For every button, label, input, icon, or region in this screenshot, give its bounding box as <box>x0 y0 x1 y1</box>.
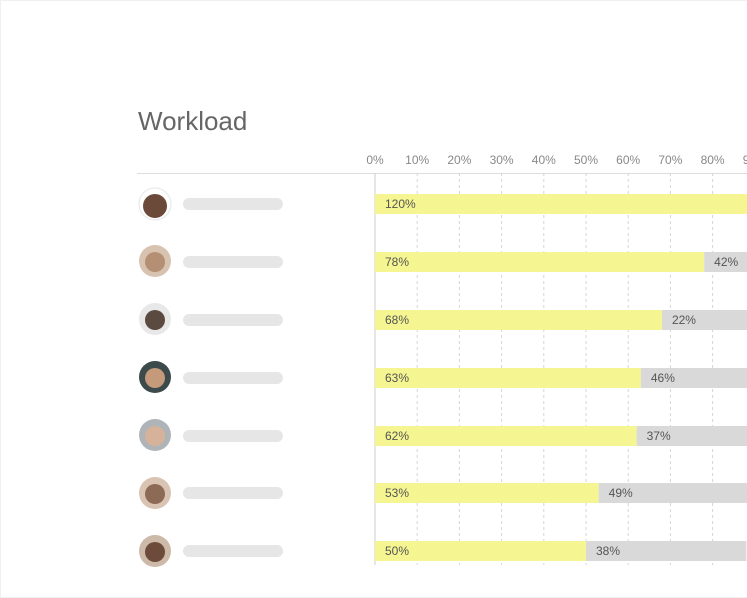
bar-segment <box>704 252 747 272</box>
name-placeholders <box>183 198 283 557</box>
x-tick-label: 80% <box>701 153 725 167</box>
bar-segment <box>375 541 586 561</box>
x-tick-label: 70% <box>658 153 682 167</box>
x-tick-label: 30% <box>490 153 514 167</box>
person <box>138 187 172 221</box>
data-label: 22% <box>672 313 696 327</box>
x-tick-label: 40% <box>532 153 556 167</box>
data-label: 42% <box>714 255 738 269</box>
x-tick-label: 20% <box>447 153 471 167</box>
bar-segment <box>598 483 747 503</box>
bar-segment <box>375 310 662 330</box>
person <box>139 477 171 509</box>
bar-segment <box>375 368 641 388</box>
data-label: 46% <box>651 371 675 385</box>
bar-segment <box>375 426 637 446</box>
data-label: 63% <box>385 371 409 385</box>
person <box>139 245 171 277</box>
bar-segment <box>636 426 747 446</box>
name-placeholder <box>183 198 283 210</box>
name-placeholder <box>183 256 283 268</box>
x-tick-label: 50% <box>574 153 598 167</box>
name-placeholder <box>183 545 283 557</box>
bar-segment <box>586 541 747 561</box>
x-tick-label: 60% <box>616 153 640 167</box>
data-label: 38% <box>596 544 620 558</box>
x-tick-label: 90% <box>743 153 747 167</box>
bar-segment <box>661 310 747 330</box>
x-tick-label: 10% <box>405 153 429 167</box>
person <box>139 419 171 451</box>
name-placeholder <box>183 430 283 442</box>
data-label: 50% <box>385 544 409 558</box>
bar-segment <box>375 194 747 214</box>
x-tick-label: 0% <box>366 153 384 167</box>
name-placeholder <box>183 314 283 326</box>
data-label: 37% <box>647 429 671 443</box>
name-placeholder <box>183 487 283 499</box>
data-label: 78% <box>385 255 409 269</box>
data-label: 120% <box>385 197 416 211</box>
person <box>139 535 171 567</box>
data-label: 62% <box>385 429 409 443</box>
person <box>139 361 171 393</box>
person <box>139 303 171 335</box>
name-placeholder <box>183 372 283 384</box>
data-label: 68% <box>385 313 409 327</box>
bar-segment <box>375 483 599 503</box>
data-label: 53% <box>385 486 409 500</box>
bar-segment <box>375 252 705 272</box>
people <box>138 187 172 567</box>
chart-title: Workload <box>138 106 247 136</box>
data-label: 49% <box>609 486 633 500</box>
bar-segment <box>640 368 747 388</box>
